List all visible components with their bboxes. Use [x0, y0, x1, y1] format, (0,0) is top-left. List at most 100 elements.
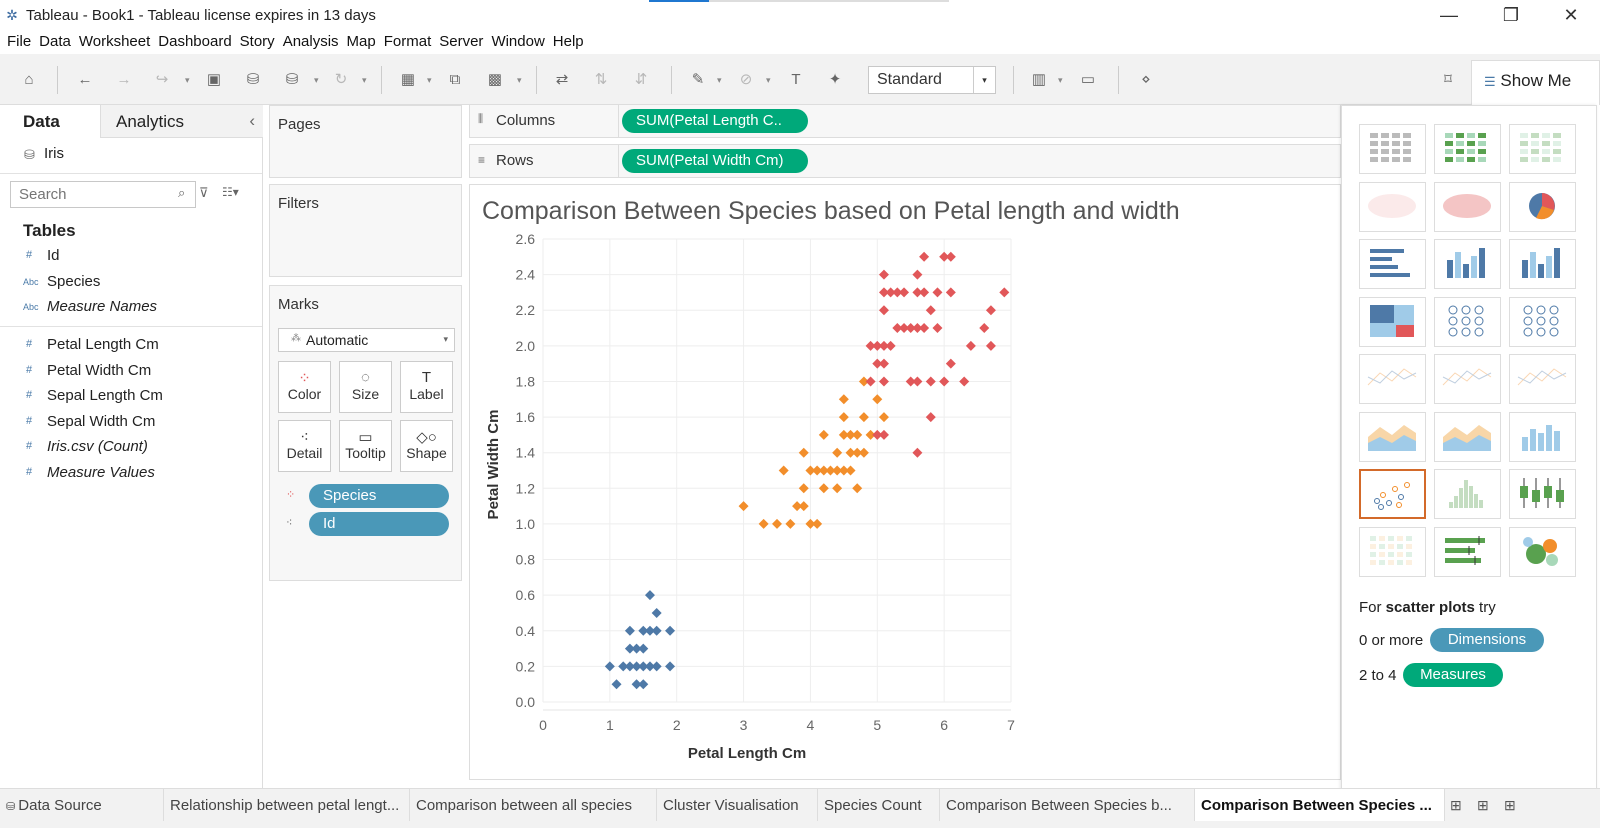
- swap-icon[interactable]: ⇄: [555, 71, 569, 88]
- chevron-down-icon[interactable]: ▾: [517, 75, 522, 85]
- menu-item-story[interactable]: Story: [239, 33, 275, 50]
- rows-pill[interactable]: SUM(Petal Width Cm): [622, 149, 808, 173]
- save-icon[interactable]: ▣: [206, 71, 222, 88]
- sort-descending-icon[interactable]: ⇵: [634, 71, 648, 88]
- filter-icon[interactable]: ⊽: [199, 185, 209, 200]
- refresh-icon[interactable]: ↻: [334, 71, 348, 88]
- menu-item-data[interactable]: Data: [39, 33, 71, 50]
- menu-item-map[interactable]: Map: [346, 33, 376, 50]
- labels-icon[interactable]: T: [791, 71, 801, 88]
- field-measure-names[interactable]: Abc Measure Names: [0, 295, 262, 319]
- group-icon[interactable]: ⊘: [739, 71, 753, 88]
- menu-item-format[interactable]: Format: [383, 33, 432, 50]
- chart-type-16-icon[interactable]: [1434, 411, 1501, 462]
- chart-type-12-icon[interactable]: [1359, 354, 1426, 404]
- field-sepal-length-cm[interactable]: # Sepal Length Cm: [0, 384, 262, 408]
- pause-updates-icon[interactable]: ⛁: [285, 71, 299, 88]
- columns-pill[interactable]: SUM(Petal Length C..: [622, 109, 808, 133]
- color-button[interactable]: ⁘ Color: [278, 361, 331, 413]
- field-sepal-width-cm[interactable]: # Sepal Width Cm: [0, 410, 262, 434]
- field-petal-width-cm[interactable]: # Petal Width Cm: [0, 359, 262, 383]
- chart-type-2-icon[interactable]: [1509, 124, 1576, 174]
- tab-data[interactable]: Data: [0, 105, 100, 138]
- sheet-tab-1[interactable]: Relationship between petal lengt...: [164, 789, 410, 821]
- chart-type-11-icon[interactable]: [1509, 296, 1576, 347]
- new-story-tab-icon[interactable]: ⊞: [1504, 797, 1516, 813]
- chart-type-14-icon[interactable]: [1509, 354, 1576, 404]
- chart-title[interactable]: Comparison Between Species based on Peta…: [482, 197, 1180, 225]
- chevron-down-icon[interactable]: ▾: [185, 75, 190, 85]
- chart-type-17-icon[interactable]: [1509, 411, 1576, 462]
- field-search-input[interactable]: [10, 181, 196, 208]
- new-worksheet-tab-icon[interactable]: ⊞: [1450, 797, 1462, 813]
- fit-dropdown[interactable]: Standard ▾: [868, 66, 996, 94]
- menu-item-help[interactable]: Help: [552, 33, 584, 50]
- new-datasource-icon[interactable]: ⛁: [246, 71, 260, 88]
- show-me-button[interactable]: ☰ Show Me: [1471, 60, 1600, 105]
- sheet-tab-5[interactable]: Comparison Between Species b...: [940, 789, 1195, 821]
- field-petal-length-cm[interactable]: # Petal Length Cm: [0, 333, 262, 357]
- share-icon[interactable]: ⋄: [1141, 71, 1151, 88]
- chart-type-23-icon[interactable]: [1509, 526, 1576, 577]
- chart-type-3-icon[interactable]: [1359, 181, 1426, 232]
- view-options-icon[interactable]: ☷▾: [222, 185, 239, 199]
- clear-sheet-icon[interactable]: ▩: [487, 71, 503, 88]
- sheet-tab-4[interactable]: Species Count: [818, 789, 940, 821]
- new-dashboard-tab-icon[interactable]: ⊞: [1477, 797, 1489, 813]
- detail-button[interactable]: ⁖ Detail: [278, 420, 331, 472]
- chevron-down-icon[interactable]: ▾: [362, 75, 367, 85]
- pages-card[interactable]: Pages: [269, 105, 462, 178]
- highlight-icon[interactable]: ✎: [691, 71, 705, 88]
- chart-type-0-icon[interactable]: [1359, 124, 1426, 174]
- close-button[interactable]: ✕: [1563, 5, 1579, 25]
- replay-icon[interactable]: ↪: [155, 71, 169, 88]
- field-iris-csv-count-[interactable]: # Iris.csv (Count): [0, 435, 262, 459]
- chart-type-22-icon[interactable]: [1434, 526, 1501, 577]
- chart-type-15-icon[interactable]: [1359, 411, 1426, 462]
- duplicate-sheet-icon[interactable]: ⧉: [449, 71, 461, 88]
- sheet-tab-6[interactable]: Comparison Between Species ...: [1195, 789, 1445, 821]
- id-detail-pill[interactable]: Id: [309, 512, 449, 536]
- redo-icon[interactable]: →: [116, 71, 132, 88]
- chart-type-1-icon[interactable]: [1434, 124, 1501, 174]
- shape-button[interactable]: ◇○ Shape: [400, 420, 453, 472]
- menu-item-worksheet[interactable]: Worksheet: [78, 33, 151, 50]
- species-color-pill[interactable]: Species: [309, 484, 449, 508]
- rows-shelf[interactable]: ≡ Rows SUM(Petal Width Cm): [469, 144, 1341, 178]
- format-brush-icon[interactable]: ⌑: [1444, 71, 1452, 88]
- chart-type-19-icon[interactable]: [1434, 469, 1501, 519]
- chart-type-18-icon[interactable]: [1359, 469, 1426, 519]
- show-cards-icon[interactable]: ▥: [1031, 71, 1047, 88]
- field-id[interactable]: # Id: [0, 244, 262, 268]
- undo-icon[interactable]: ←: [77, 71, 93, 88]
- chevron-down-icon[interactable]: ▾: [1058, 75, 1063, 85]
- columns-shelf[interactable]: ⫼ Columns SUM(Petal Length C..: [469, 104, 1341, 138]
- datasource-name[interactable]: Iris: [44, 145, 64, 162]
- chart-type-13-icon[interactable]: [1434, 354, 1501, 404]
- chevron-down-icon[interactable]: ▾: [717, 75, 722, 85]
- menu-item-analysis[interactable]: Analysis: [282, 33, 339, 50]
- field-species[interactable]: Abc Species: [0, 270, 262, 294]
- chart-type-8-icon[interactable]: [1509, 239, 1576, 289]
- sort-ascending-icon[interactable]: ⇅: [594, 71, 608, 88]
- new-worksheet-icon[interactable]: ▦: [400, 71, 416, 88]
- field-measure-values[interactable]: # Measure Values: [0, 461, 262, 485]
- tab-analytics[interactable]: Analytics ‹: [100, 105, 263, 138]
- pin-icon[interactable]: ✦: [828, 71, 842, 88]
- menu-item-dashboard[interactable]: Dashboard: [158, 33, 232, 50]
- chart-type-21-icon[interactable]: [1359, 526, 1426, 577]
- sheet-tab-3[interactable]: Cluster Visualisation: [657, 789, 818, 821]
- menu-item-window[interactable]: Window: [491, 33, 545, 50]
- restore-button[interactable]: ❐: [1502, 5, 1520, 25]
- sheet-tab-2[interactable]: Comparison between all species: [410, 789, 657, 821]
- chart-type-20-icon[interactable]: [1509, 469, 1576, 519]
- label-button[interactable]: T Label: [400, 361, 453, 413]
- chart-type-5-icon[interactable]: [1509, 181, 1576, 232]
- chevron-down-icon[interactable]: ▾: [766, 75, 771, 85]
- menu-item-server[interactable]: Server: [439, 33, 484, 50]
- chevron-down-icon[interactable]: ▾: [427, 75, 432, 85]
- mark-type-dropdown[interactable]: ⁂ Automatic ▾: [278, 328, 455, 352]
- tooltip-button[interactable]: ▭ Tooltip: [339, 420, 392, 472]
- chart-type-7-icon[interactable]: [1434, 239, 1501, 289]
- chart-type-6-icon[interactable]: [1359, 239, 1426, 289]
